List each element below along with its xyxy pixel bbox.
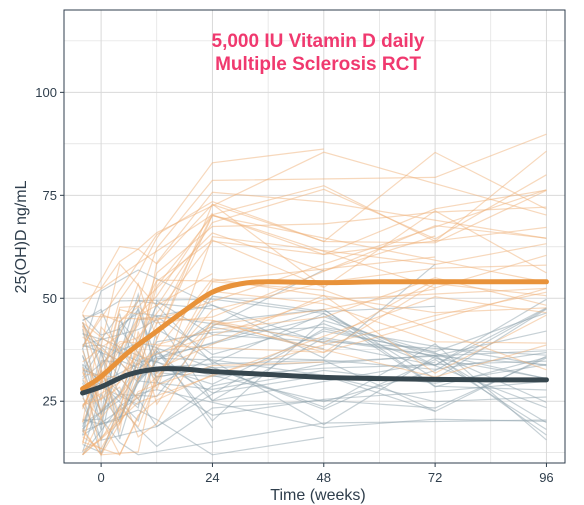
treatment-trajectory [82,210,547,408]
treatment-trajectory [82,206,547,423]
x-tick-label: 48 [317,470,331,485]
grid [64,10,565,463]
plot-frame [63,9,566,464]
chart-title: 5,000 IU Vitamin D daily [212,31,425,52]
x-tick-label: 0 [97,470,104,485]
treatment-trajectory [82,215,547,400]
control-trajectory [82,263,436,359]
treatment-trajectory [82,191,547,367]
treatment-trajectory [82,264,547,412]
treatment-trajectory [82,133,547,348]
treatment-trajectory [82,203,325,363]
treatment-trajectory [82,174,547,348]
y-tick-label: 50 [43,291,57,306]
treatment-trajectory [82,291,547,457]
chart-subtitle: Multiple Sclerosis RCT [215,54,421,75]
treatment-trajectory [82,296,547,456]
control-trajectory [82,418,547,456]
treatment-trajectory [82,288,436,438]
treatment-trajectory [82,361,324,456]
axis-ticks: 0 24 48 72 96 25 50 75 100 [35,85,553,485]
treatment-trajectory [82,281,547,452]
control-trajectory [82,298,547,366]
treatment-trajectory [82,321,547,456]
control-trajectory [82,319,547,440]
y-tick-label: 25 [43,394,57,409]
treatment-trajectory [82,151,547,289]
individual-trajectories [82,133,547,457]
control-trajectory [82,351,547,436]
treatment-trajectory [82,277,547,410]
x-axis-title: Time (weeks) [270,487,365,504]
treatment-mean-line [80,279,549,392]
mean-lines [80,279,549,396]
treatment-trajectory [82,287,547,457]
treatment-trajectory [82,150,547,303]
x-tick-label: 72 [428,470,442,485]
y-tick-label: 100 [35,85,57,100]
x-tick-label: 96 [539,470,553,485]
y-tick-label: 75 [43,188,57,203]
x-tick-label: 24 [205,470,219,485]
treatment-trajectory [82,151,547,347]
y-axis-title: 25(OH)D ng/mL [13,180,30,293]
control-mean-line [80,366,549,396]
control-trajectory [82,312,547,431]
